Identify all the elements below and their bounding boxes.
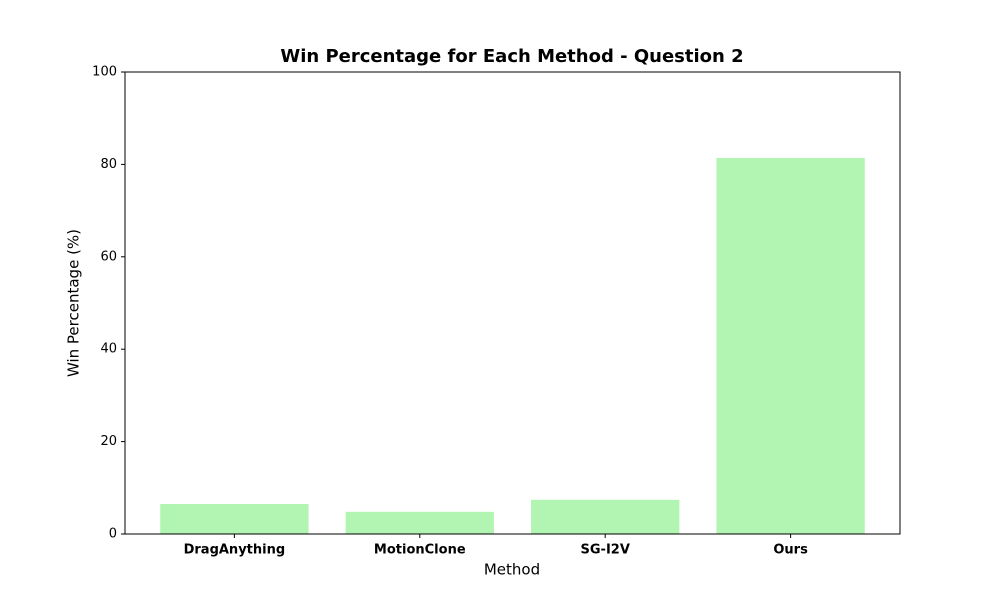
bar — [531, 499, 680, 534]
x-tick-label: SG-I2V — [581, 543, 630, 558]
y-tick-label: 80 — [100, 157, 117, 172]
y-tick-label: 100 — [92, 65, 117, 80]
y-tick-label: 60 — [100, 249, 117, 264]
x-tick-label: MotionClone — [374, 543, 466, 558]
chart-title: Win Percentage for Each Method - Questio… — [280, 46, 743, 67]
x-axis-label: Method — [484, 561, 540, 579]
x-tick-label: DragAnything — [184, 543, 286, 558]
y-tick-label: 20 — [100, 434, 117, 449]
y-axis-label: Win Percentage (%) — [65, 229, 83, 377]
y-tick-label: 40 — [100, 342, 117, 357]
bar — [160, 503, 309, 534]
bar — [716, 157, 865, 534]
bar — [345, 511, 494, 534]
y-tick-label: 0 — [109, 527, 117, 542]
x-tick-label: Ours — [773, 543, 808, 558]
plot-frame — [124, 71, 901, 535]
